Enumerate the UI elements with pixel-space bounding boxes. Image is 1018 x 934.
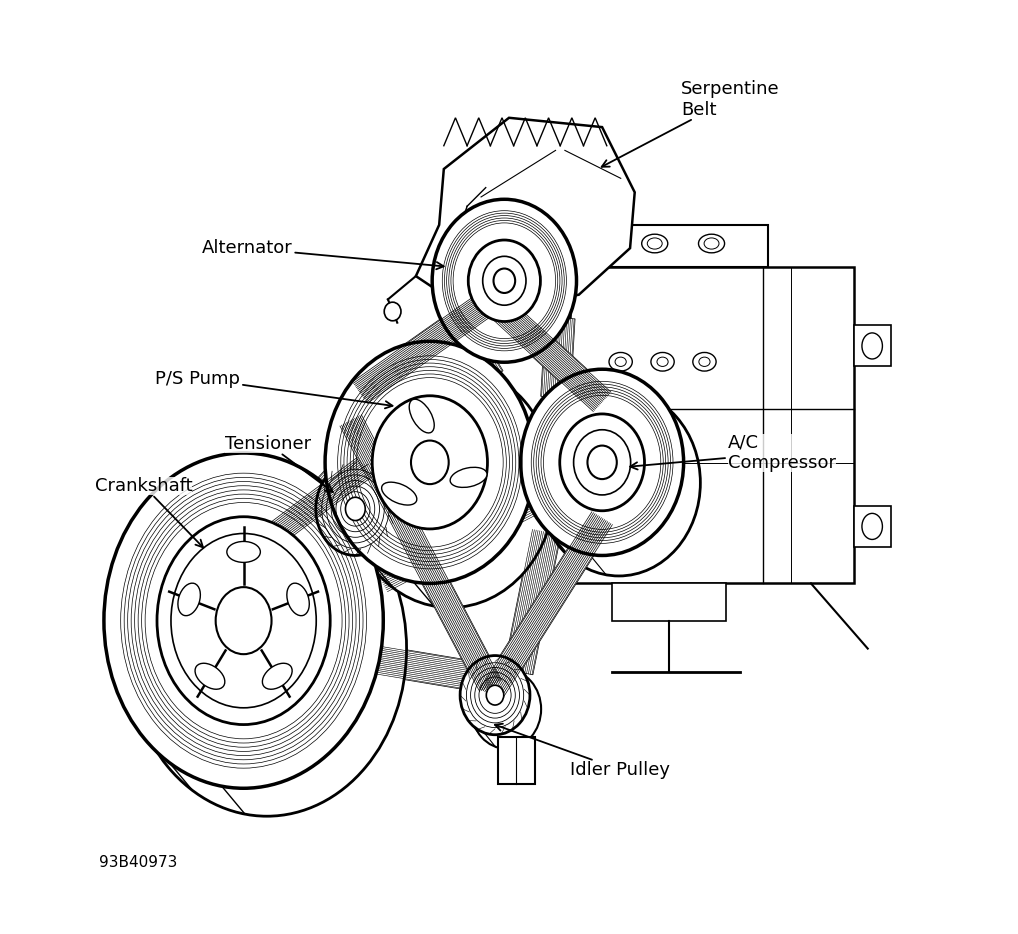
- Ellipse shape: [460, 656, 530, 735]
- Ellipse shape: [330, 479, 409, 573]
- Polygon shape: [612, 584, 726, 621]
- Ellipse shape: [468, 240, 541, 321]
- Ellipse shape: [316, 462, 395, 556]
- Polygon shape: [416, 118, 634, 313]
- FancyBboxPatch shape: [569, 267, 853, 584]
- Ellipse shape: [651, 352, 674, 371]
- Polygon shape: [498, 737, 535, 784]
- Ellipse shape: [433, 199, 576, 362]
- Ellipse shape: [520, 369, 684, 556]
- Ellipse shape: [450, 467, 487, 488]
- Ellipse shape: [573, 430, 630, 495]
- Polygon shape: [541, 318, 575, 398]
- Ellipse shape: [538, 389, 700, 576]
- Ellipse shape: [494, 269, 515, 293]
- Ellipse shape: [587, 446, 617, 479]
- Ellipse shape: [409, 399, 435, 433]
- Ellipse shape: [698, 234, 725, 253]
- Polygon shape: [574, 225, 769, 267]
- Text: Alternator: Alternator: [202, 239, 444, 269]
- Ellipse shape: [263, 663, 292, 689]
- Text: Tensioner: Tensioner: [225, 434, 333, 492]
- Ellipse shape: [195, 663, 225, 689]
- Text: Crankshaft: Crankshaft: [95, 476, 203, 547]
- Polygon shape: [352, 292, 494, 403]
- Text: Serpentine
Belt: Serpentine Belt: [602, 79, 780, 167]
- Ellipse shape: [487, 686, 504, 705]
- Ellipse shape: [483, 256, 526, 305]
- Polygon shape: [379, 425, 677, 592]
- Ellipse shape: [411, 441, 449, 484]
- Ellipse shape: [325, 341, 534, 584]
- Ellipse shape: [127, 481, 406, 816]
- Text: Idler Pulley: Idler Pulley: [495, 724, 670, 779]
- Ellipse shape: [382, 482, 416, 505]
- Polygon shape: [264, 457, 373, 547]
- Ellipse shape: [641, 234, 668, 253]
- Ellipse shape: [345, 497, 365, 520]
- Polygon shape: [504, 530, 561, 674]
- Text: 93B40973: 93B40973: [100, 856, 177, 870]
- Text: A/C
Compressor: A/C Compressor: [630, 433, 836, 473]
- Polygon shape: [362, 644, 478, 691]
- Ellipse shape: [609, 352, 632, 371]
- Ellipse shape: [157, 517, 330, 725]
- Ellipse shape: [693, 352, 716, 371]
- Ellipse shape: [471, 670, 542, 749]
- Polygon shape: [441, 310, 503, 387]
- Polygon shape: [339, 415, 502, 692]
- Ellipse shape: [384, 303, 401, 320]
- FancyBboxPatch shape: [853, 506, 891, 547]
- Text: P/S Pump: P/S Pump: [155, 370, 393, 408]
- FancyBboxPatch shape: [853, 325, 891, 366]
- Ellipse shape: [373, 396, 488, 529]
- Ellipse shape: [560, 414, 644, 511]
- Ellipse shape: [287, 583, 309, 616]
- Polygon shape: [342, 522, 387, 560]
- Ellipse shape: [345, 365, 555, 608]
- Ellipse shape: [178, 583, 201, 616]
- Ellipse shape: [227, 542, 261, 562]
- Polygon shape: [480, 290, 612, 412]
- Ellipse shape: [104, 453, 384, 788]
- Polygon shape: [307, 332, 473, 510]
- Ellipse shape: [171, 533, 317, 708]
- Polygon shape: [479, 511, 613, 702]
- Ellipse shape: [216, 587, 272, 654]
